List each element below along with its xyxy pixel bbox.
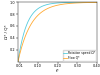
Rotation speed Ω*: [64, 2, 66, 3]
Flow Q*: [55, 5, 57, 6]
Flow Q*: [96, 2, 98, 3]
Rotation speed Ω*: [55, 3, 56, 4]
Rotation speed Ω*: [94, 2, 96, 3]
Legend: Rotation speed Ω*, Flow Q*: Rotation speed Ω*, Flow Q*: [62, 50, 96, 61]
Line: Flow Q*: Flow Q*: [18, 2, 97, 61]
Flow Q*: [60, 4, 61, 5]
Rotation speed Ω*: [96, 2, 98, 3]
X-axis label: t*: t*: [56, 69, 59, 73]
Line: Rotation speed Ω*: Rotation speed Ω*: [18, 2, 97, 61]
Rotation speed Ω*: [17, 61, 19, 62]
Y-axis label: Ω* / Q*: Ω* / Q*: [5, 25, 9, 39]
Rotation speed Ω*: [55, 3, 57, 4]
Flow Q*: [82, 2, 83, 3]
Flow Q*: [55, 5, 56, 6]
Rotation speed Ω*: [82, 2, 83, 3]
Flow Q*: [94, 2, 96, 3]
Flow Q*: [17, 61, 19, 62]
Rotation speed Ω*: [60, 2, 61, 3]
Flow Q*: [64, 3, 66, 4]
